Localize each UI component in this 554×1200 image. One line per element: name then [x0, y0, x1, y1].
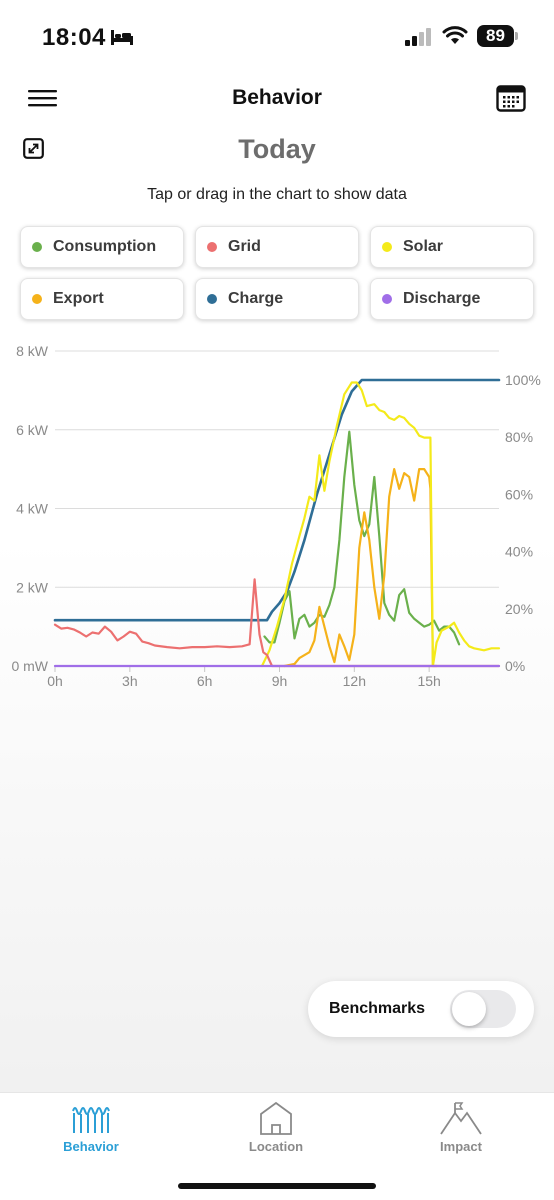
x-tick-label: 9h: [272, 673, 288, 689]
y-left-tick-label: 6 kW: [16, 422, 49, 438]
legend-dot: [382, 294, 392, 304]
legend-label: Discharge: [403, 290, 481, 307]
series-line-solar: [260, 381, 501, 668]
legend-toggle-grid[interactable]: Grid: [195, 226, 359, 268]
legend-label: Consumption: [53, 238, 157, 255]
y-right-tick-label: 80%: [505, 429, 533, 445]
legend-dot: [207, 294, 217, 304]
y-right-tick-label: 60%: [505, 486, 533, 502]
y-left-tick-label: 0 mW: [11, 658, 48, 674]
series-line-export: [283, 468, 438, 668]
legend-dot: [207, 242, 217, 252]
x-tick-label: 0h: [47, 673, 63, 689]
x-tick-label: 12h: [343, 673, 366, 689]
mountain-flag-icon: [440, 1102, 482, 1135]
energy-chart[interactable]: 0 mW2 kW4 kW6 kW8 kW 0%20%40%60%80%100% …: [0, 330, 554, 700]
cellular-signal-icon: [405, 28, 431, 46]
sleep-focus-icon: [111, 30, 133, 45]
chart-series: [53, 378, 501, 668]
series-line-grid: [53, 578, 501, 668]
y-right-tick-label: 100%: [505, 372, 541, 388]
series-line-charge: [53, 378, 501, 622]
expand-icon[interactable]: [23, 138, 44, 159]
legend: Consumption Grid Solar Export Charge Dis…: [20, 226, 534, 320]
y-right-tick-label: 0%: [505, 658, 525, 674]
date-title: Today: [238, 134, 316, 164]
hamburger-menu-icon[interactable]: [28, 88, 58, 108]
legend-dot: [382, 242, 392, 252]
legend-dot: [32, 294, 42, 304]
benchmarks-card: Benchmarks: [308, 981, 534, 1037]
tab-impact[interactable]: Impact: [401, 1101, 521, 1154]
legend-label: Solar: [403, 238, 444, 255]
legend-dot: [32, 242, 42, 252]
calendar-icon[interactable]: [496, 84, 526, 112]
app-header: Behavior: [0, 74, 554, 122]
y-left-tick-label: 4 kW: [16, 501, 49, 517]
tab-label: Location: [248, 1139, 304, 1154]
x-tick-label: 15h: [417, 673, 440, 689]
legend-toggle-consumption[interactable]: Consumption: [20, 226, 184, 268]
benchmarks-label: Benchmarks: [329, 1000, 426, 1017]
toggle-knob: [452, 992, 486, 1026]
legend-toggle-solar[interactable]: Solar: [370, 226, 534, 268]
battery-indicator: 89: [477, 25, 514, 47]
tab-bar: Behavior Location Impact: [0, 1092, 554, 1200]
legend-label: Charge: [228, 290, 284, 307]
legend-label: Export: [53, 290, 104, 307]
behavior-icon: [72, 1107, 110, 1133]
tab-behavior[interactable]: Behavior: [31, 1101, 151, 1154]
legend-label: Grid: [228, 238, 261, 255]
x-tick-label: 6h: [197, 673, 213, 689]
legend-toggle-export[interactable]: Export: [20, 278, 184, 320]
legend-toggle-charge[interactable]: Charge: [195, 278, 359, 320]
page-title: Behavior: [232, 86, 322, 109]
x-tick-label: 3h: [122, 673, 138, 689]
battery-tip: [515, 32, 518, 40]
home-indicator: [178, 1183, 376, 1189]
y-right-tick-label: 20%: [505, 601, 533, 617]
tab-label: Behavior: [63, 1139, 119, 1154]
status-time: 18:04: [42, 24, 106, 51]
y-left-tick-label: 8 kW: [16, 343, 49, 359]
y-left-ticks: 0 mW 2 kW 4 kW 6 kW 8 kW: [11, 343, 48, 674]
legend-toggle-discharge[interactable]: Discharge: [370, 278, 534, 320]
y-left-tick-label: 2 kW: [16, 579, 49, 595]
y-right-tick-label: 40%: [505, 544, 533, 560]
benchmarks-toggle[interactable]: [450, 990, 516, 1028]
x-ticks: 0h 3h 6h 9h 12h 15h: [47, 666, 441, 689]
house-icon: [260, 1101, 292, 1135]
wifi-icon: [442, 26, 468, 44]
tab-label: Impact: [440, 1139, 482, 1154]
tab-location[interactable]: Location: [216, 1101, 336, 1154]
chart-hint: Tap or drag in the chart to show data: [147, 186, 407, 203]
status-bar: 18:04 89: [0, 0, 554, 60]
y-right-ticks: 0% 20% 40% 60% 80% 100%: [505, 372, 541, 674]
